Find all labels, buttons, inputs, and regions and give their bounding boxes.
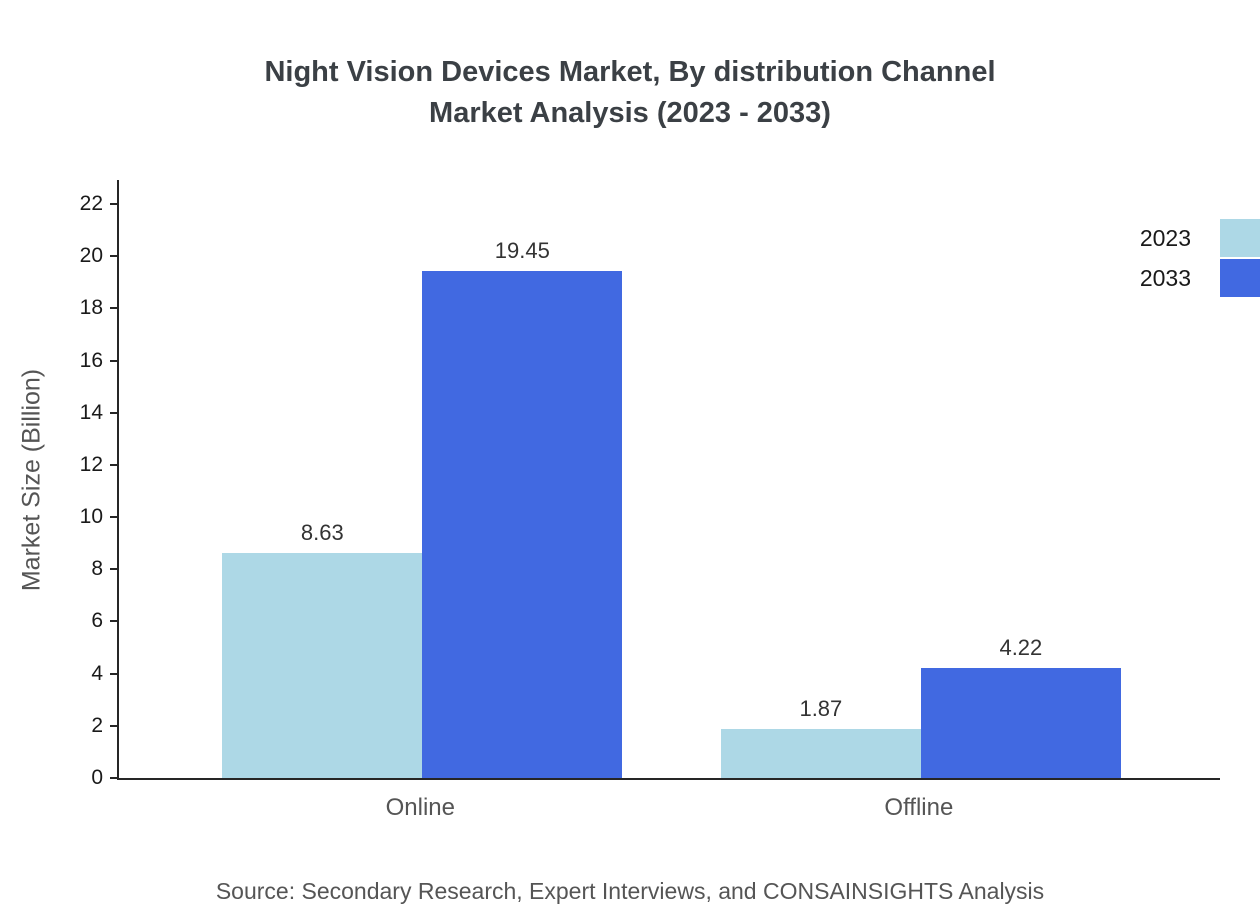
y-tick-label: 10 xyxy=(79,505,103,529)
y-tick-label: 16 xyxy=(79,348,103,372)
legend-item-2023: 2023 xyxy=(1140,218,1260,258)
chart-title-line1: Night Vision Devices Market, By distribu… xyxy=(264,56,996,88)
y-tick-label: 8 xyxy=(91,557,103,581)
y-tick-label: 18 xyxy=(79,296,103,320)
bar-value-label: 1.87 xyxy=(799,696,843,722)
bar-2023-online xyxy=(222,552,423,778)
x-axis-labels: Online Offline xyxy=(117,794,1220,824)
bar-2033-online xyxy=(422,270,623,778)
y-tick-mark xyxy=(110,777,119,779)
y-tick-label: 20 xyxy=(79,244,103,268)
y-tick-mark xyxy=(110,255,119,258)
legend-swatch xyxy=(1220,259,1260,297)
y-tick-label: 14 xyxy=(79,400,103,424)
y-tick-label: 4 xyxy=(91,661,103,685)
bar-2033-offline xyxy=(920,667,1121,778)
y-tick-label: 12 xyxy=(79,452,103,476)
y-tick-mark xyxy=(110,620,119,623)
x-category-label: Offline xyxy=(884,794,954,821)
source-note: Source: Secondary Research, Expert Inter… xyxy=(215,878,1045,904)
y-tick-mark xyxy=(110,568,119,571)
legend-item-2033: 2033 xyxy=(1140,258,1260,298)
bar-value-label: 4.22 xyxy=(999,634,1043,660)
plot-area: 0 2 4 6 8 10 12 14 16 18 20 22 8.63 19.45 1.87 4.22 xyxy=(80,180,1220,789)
legend-label: 2033 xyxy=(1139,264,1191,291)
y-tick-mark xyxy=(110,672,119,675)
y-tick-label: 0 xyxy=(91,766,103,789)
bar-2023-offline xyxy=(720,729,921,778)
y-tick-mark xyxy=(110,516,119,519)
bar-value-label: 8.63 xyxy=(300,519,344,545)
y-tick-label: 22 xyxy=(79,192,103,216)
y-tick-mark xyxy=(110,359,119,362)
bar-value-label: 19.45 xyxy=(494,237,550,263)
y-tick-mark xyxy=(110,307,119,310)
y-tick-mark xyxy=(110,724,119,727)
legend-label: 2023 xyxy=(1139,224,1191,251)
y-tick-label: 2 xyxy=(91,713,103,737)
y-tick-mark xyxy=(110,463,119,466)
y-tick-mark xyxy=(110,411,119,414)
legend-swatch xyxy=(1220,219,1260,257)
y-tick-mark xyxy=(110,203,119,206)
chart-title: Night Vision Devices Market, By distribu… xyxy=(0,52,1260,133)
chart-title-line2: Market Analysis (2023 - 2033) xyxy=(429,96,831,129)
legend: 2023 2033 xyxy=(1140,218,1260,298)
x-category-label: Online xyxy=(385,794,455,821)
y-tick-label: 6 xyxy=(91,609,103,633)
